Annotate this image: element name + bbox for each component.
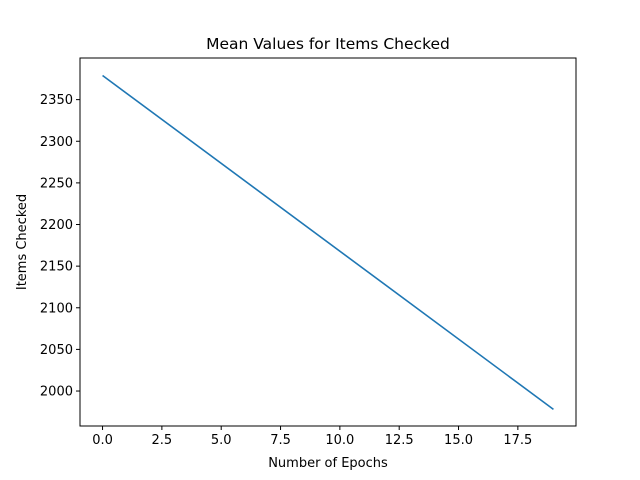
x-axis: 0.0 2.5 5.0 7.5 10.0 12.5 15.0 17.5 [92,426,532,448]
plot-frame [79,57,577,427]
y-tick-label: 2300 [40,135,73,150]
y-tick-label: 2050 [40,343,73,358]
chart-title: Mean Values for Items Checked [206,35,450,53]
x-tick-label: 2.5 [152,433,173,448]
x-tick-label: 5.0 [211,433,232,448]
x-tick-label: 10.0 [325,433,354,448]
y-tick-label: 2250 [40,176,73,191]
x-axis-label: Number of Epochs [268,456,388,471]
x-tick-label: 17.5 [503,433,532,448]
y-tick-label: 2100 [40,301,73,316]
y-axis: 2000 2050 2100 2150 2200 2250 2300 2350 [40,93,80,400]
x-tick-label: 7.5 [270,433,291,448]
x-tick-label: 0.0 [92,433,113,448]
series-line-0 [102,74,554,410]
y-tick-label: 2150 [40,260,73,275]
y-tick-label: 2000 [40,385,73,400]
y-tick-label: 2200 [40,218,73,233]
y-axis-label: Items Checked [15,194,30,290]
x-tick-label: 15.0 [444,433,473,448]
x-tick-label: 12.5 [385,433,414,448]
series-layer [102,74,554,410]
y-tick-label: 2350 [40,93,73,108]
